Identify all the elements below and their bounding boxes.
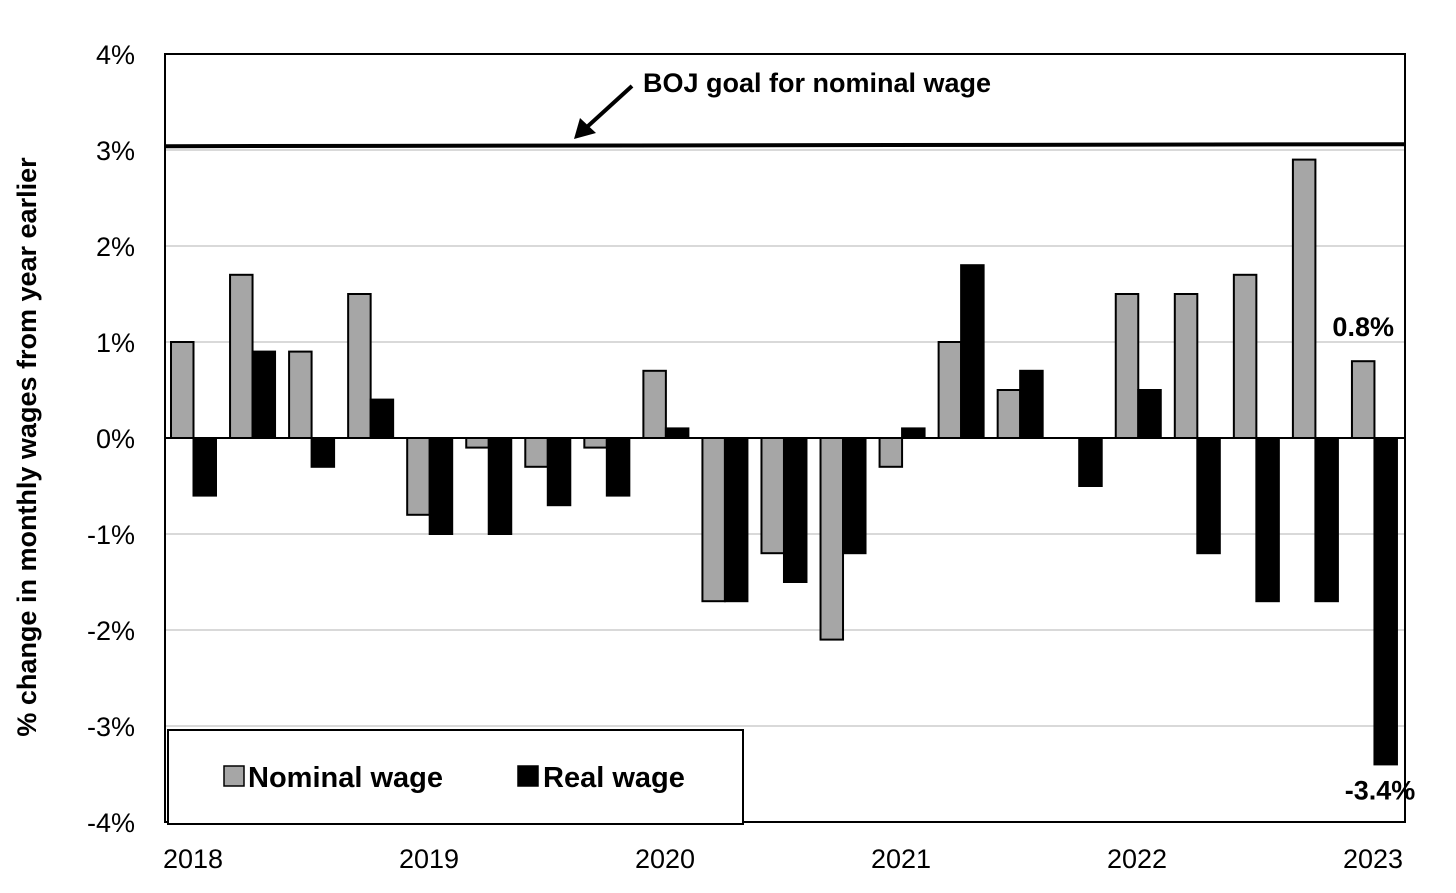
y-tick-label: 1% — [96, 328, 135, 358]
bar-real — [192, 437, 217, 497]
bar-real — [782, 437, 808, 583]
bar-real — [664, 427, 690, 439]
x-tick-label: 2019 — [399, 844, 459, 874]
bar-nominal — [288, 350, 313, 440]
bar-nominal — [937, 341, 963, 439]
x-tick-label: 2020 — [635, 844, 695, 874]
bar-real — [310, 437, 336, 468]
bar-nominal — [996, 389, 1022, 439]
bar-nominal — [347, 293, 372, 439]
legend-swatch-nominal — [223, 765, 245, 787]
bar-nominal — [1232, 273, 1258, 439]
bar-real — [842, 437, 867, 555]
data-label: 0.8% — [1332, 312, 1394, 342]
y-axis-label: % change in monthly wages from year earl… — [12, 157, 42, 737]
x-axis-ticks: 2018 2019 2020 2021 2022 2023 — [163, 844, 1403, 874]
bar-real — [723, 437, 749, 603]
annotation-arrow — [574, 84, 634, 139]
plot-frame — [164, 53, 1406, 823]
bar-real — [1255, 437, 1280, 603]
bar-nominal — [819, 437, 845, 641]
y-tick-label: 4% — [96, 40, 135, 70]
bar-nominal — [524, 437, 549, 468]
bar-real — [251, 350, 277, 440]
boj-goal-annotation: BOJ goal for nominal wage — [643, 68, 991, 98]
data-labels: 0.8% -3.4% — [1332, 312, 1415, 805]
bar-real — [487, 437, 513, 535]
boj-goal-line — [164, 142, 1406, 149]
bar-real — [1196, 437, 1221, 555]
x-tick-label: 2018 — [163, 844, 223, 874]
legend: Nominal wage Real wage — [167, 729, 744, 825]
bar-real — [369, 398, 395, 440]
x-tick-label: 2022 — [1107, 844, 1167, 874]
bar-nominal — [878, 437, 904, 468]
x-tick-label: 2021 — [871, 844, 931, 874]
bar-nominal — [465, 437, 490, 449]
x-tick-label: 2023 — [1343, 844, 1403, 874]
bar-nominal — [583, 437, 608, 449]
bar-real — [605, 437, 631, 497]
y-tick-label: -4% — [87, 808, 135, 838]
bar-real — [1314, 437, 1339, 603]
bar-nominal — [170, 341, 195, 439]
bar-nominal — [229, 273, 254, 439]
bar-real — [1019, 369, 1044, 439]
y-tick-label: -3% — [87, 712, 135, 742]
bar-nominal — [1350, 360, 1376, 440]
bar-nominal — [701, 437, 726, 603]
legend-swatch-real — [517, 765, 539, 787]
data-label: -3.4% — [1345, 775, 1416, 805]
bar-real — [428, 437, 454, 535]
y-axis-ticks: 4% 3% 2% 1% 0% -1% -2% -3% -4% — [87, 40, 135, 838]
bar-real — [546, 437, 572, 507]
y-tick-label: 3% — [96, 136, 135, 166]
y-tick-label: 2% — [96, 232, 135, 262]
bar-nominal — [1291, 158, 1317, 439]
bar-real — [1373, 437, 1398, 766]
y-tick-label: -1% — [87, 520, 135, 550]
bar-real — [1078, 437, 1103, 487]
legend-label-nominal: Nominal wage — [248, 762, 443, 794]
gridlines — [165, 149, 1405, 727]
y-tick-label: -2% — [87, 616, 135, 646]
y-tick-label: 0% — [96, 424, 135, 454]
bar-real — [1137, 389, 1162, 439]
bar-nominal — [406, 437, 431, 516]
bar-nominal — [1114, 293, 1140, 439]
legend-box — [167, 729, 744, 825]
bars — [170, 158, 1398, 766]
bar-nominal — [1173, 293, 1199, 439]
bar-nominal — [642, 369, 667, 439]
bar-nominal — [760, 437, 785, 555]
bar-real — [960, 264, 985, 440]
bar-real — [901, 427, 926, 439]
legend-label-real: Real wage — [543, 762, 685, 794]
